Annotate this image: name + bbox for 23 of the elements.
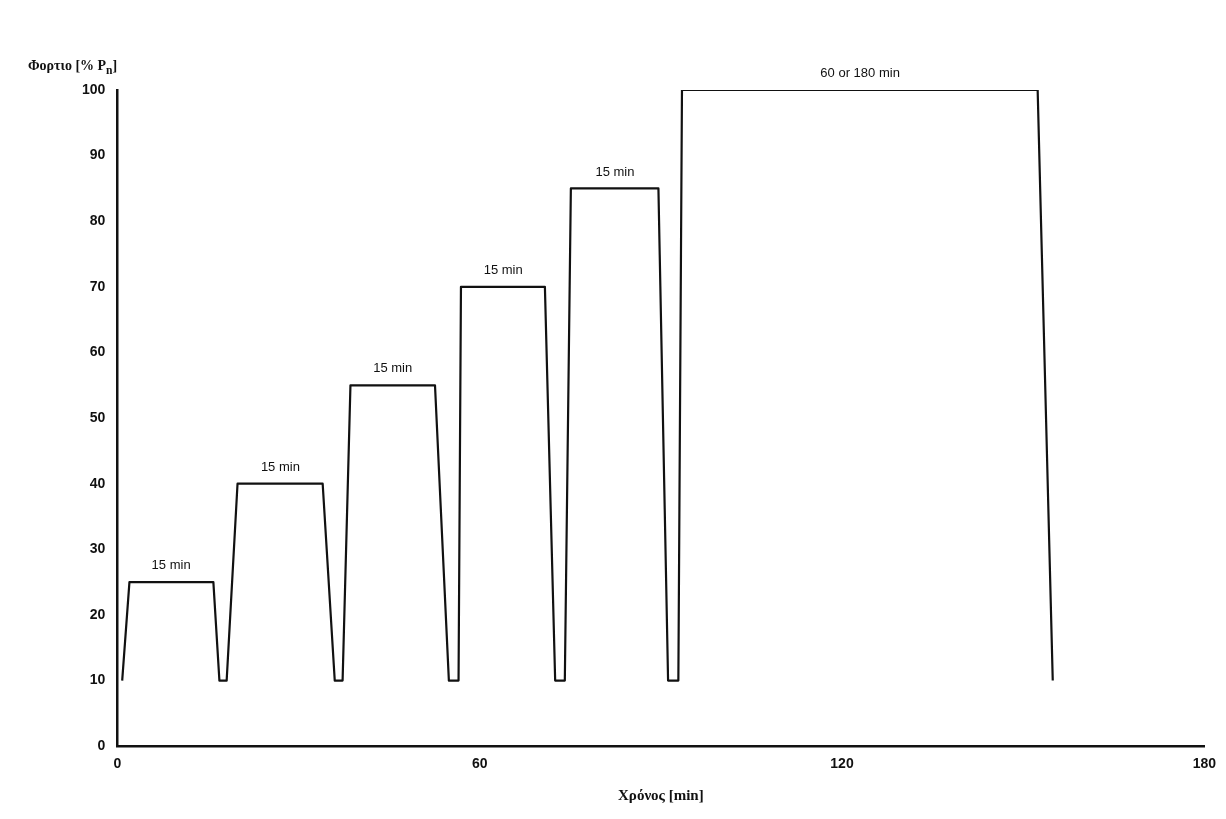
x-axis-title: Χρόνος [min] [618,786,704,803]
annotation: 15 min [151,557,191,573]
annotation: 60 or 180 min [820,65,900,81]
y-tick-label: 30 [89,540,106,557]
x-tick-label: 120 [830,755,854,772]
y-tick-label: 70 [89,277,106,294]
y-tick-label: 10 [89,671,106,688]
annotation: 15 min [595,163,635,179]
y-tick-label: 100 [82,80,106,97]
y-tick-label: 90 [89,146,106,163]
y-axis-title: Φορτιο [% P$_{n}$] [28,58,118,77]
y-tick-label: 50 [89,408,106,425]
x-tick-label: 60 [471,755,488,772]
y-tick-label: 40 [89,474,106,491]
y-tick-label: 20 [89,605,106,622]
y-tick-label: 60 [89,343,106,360]
annotation: 15 min [373,360,413,376]
x-tick-label: 0 [113,755,122,772]
y-tick-label: 0 [97,737,106,754]
annotation: 15 min [260,458,300,474]
x-tick-label: 180 [1192,755,1217,772]
annotation: 15 min [483,261,523,277]
y-tick-label: 80 [89,212,106,229]
